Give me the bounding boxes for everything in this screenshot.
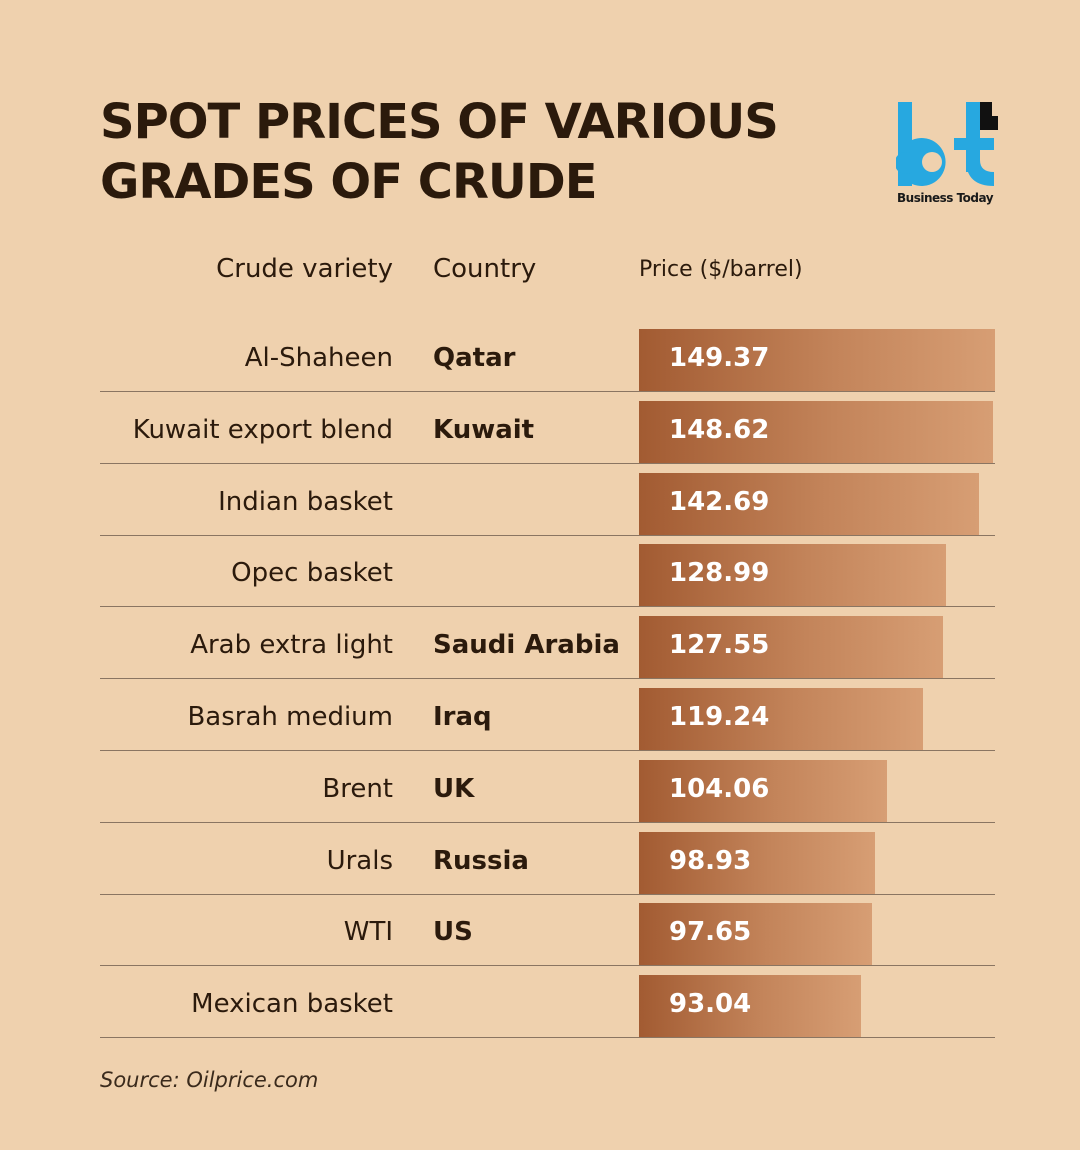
row-divider bbox=[100, 534, 995, 536]
price-value-label: 104.06 bbox=[669, 773, 770, 804]
price-bar bbox=[639, 329, 995, 391]
logo-wordmark: Business Today bbox=[897, 191, 994, 205]
table-row: Brent UK 104.06 bbox=[0, 759, 1080, 832]
price-value-label: 148.62 bbox=[669, 414, 770, 445]
country-label: Qatar bbox=[433, 343, 516, 373]
price-value-label: 142.69 bbox=[669, 486, 770, 517]
crude-variety-label: Brent bbox=[322, 773, 393, 804]
row-divider bbox=[100, 821, 995, 823]
row-divider bbox=[100, 678, 995, 680]
price-value-label: 128.99 bbox=[669, 558, 770, 589]
price-bar bbox=[639, 544, 946, 607]
crude-variety-label: WTI bbox=[343, 917, 393, 948]
header-country: Country bbox=[433, 254, 537, 284]
price-value-label: 93.04 bbox=[669, 989, 752, 1020]
price-value-label: 98.93 bbox=[669, 845, 752, 876]
table-row: Mexican basket 93.04 bbox=[0, 975, 1080, 1047]
price-bar bbox=[639, 759, 887, 822]
table-row: Arab extra light Saudi Arabia 127.55 bbox=[0, 616, 1080, 688]
country-label: UK bbox=[433, 773, 475, 804]
price-bar bbox=[639, 903, 872, 966]
crude-variety-label: Kuwait export blend bbox=[132, 414, 393, 445]
price-value-label: 119.24 bbox=[669, 702, 770, 732]
country-label: Iraq bbox=[433, 702, 492, 732]
row-divider bbox=[100, 462, 995, 464]
chart-title-line-1: SPOT PRICES OF VARIOUS bbox=[100, 94, 779, 150]
price-bar bbox=[639, 975, 861, 1038]
crude-variety-label: Arab extra light bbox=[190, 630, 393, 661]
row-divider bbox=[100, 606, 995, 608]
crude-variety-label: Opec basket bbox=[231, 558, 393, 589]
crude-variety-label: Indian basket bbox=[218, 486, 393, 517]
price-bar bbox=[639, 400, 993, 463]
price-value-label: 127.55 bbox=[669, 630, 770, 661]
country-label: Russia bbox=[433, 845, 529, 876]
table-row: Al-Shaheen Qatar 149.37 bbox=[0, 329, 1080, 401]
price-bar bbox=[639, 688, 923, 750]
table-row: Kuwait export blend Kuwait 148.62 bbox=[0, 400, 1080, 473]
chart-title-line-2: GRADES OF CRUDE bbox=[100, 154, 598, 210]
price-bar bbox=[639, 472, 979, 535]
row-divider bbox=[100, 750, 995, 751]
chart-title: SPOT PRICES OF VARIOUS GRADES OF CRUDE bbox=[100, 92, 779, 212]
crude-variety-label: Al-Shaheen bbox=[244, 343, 393, 373]
table-row: Basrah medium Iraq 119.24 bbox=[0, 688, 1080, 760]
crude-variety-label: Basrah medium bbox=[187, 702, 393, 732]
price-bar bbox=[639, 616, 943, 679]
table-row: WTI US 97.65 bbox=[0, 903, 1080, 975]
price-value-label: 97.65 bbox=[669, 917, 752, 948]
price-bar bbox=[639, 831, 875, 894]
crude-variety-label: Urals bbox=[326, 845, 393, 876]
header-crude-variety: Crude variety bbox=[216, 254, 393, 284]
country-label: Saudi Arabia bbox=[433, 630, 620, 661]
row-divider bbox=[100, 965, 995, 967]
row-divider bbox=[100, 391, 995, 392]
source-note: Source: Oilprice.com bbox=[100, 1068, 319, 1092]
row-divider bbox=[100, 1037, 995, 1039]
crude-variety-label: Mexican basket bbox=[191, 989, 393, 1020]
country-label: Kuwait bbox=[433, 414, 535, 445]
table-row: Urals Russia 98.93 bbox=[0, 831, 1080, 904]
business-today-logo-icon bbox=[896, 102, 998, 186]
country-label: US bbox=[433, 917, 473, 948]
table-row: Opec basket 128.99 bbox=[0, 544, 1080, 616]
header-price: Price ($/barrel) bbox=[639, 257, 803, 282]
table-row: Indian basket 142.69 bbox=[0, 472, 1080, 545]
row-divider bbox=[100, 893, 995, 895]
price-value-label: 149.37 bbox=[669, 343, 770, 373]
